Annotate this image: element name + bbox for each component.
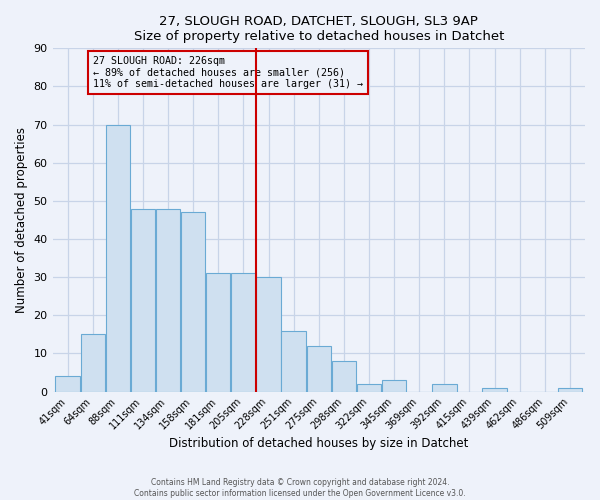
Bar <box>206 274 230 392</box>
Bar <box>106 124 130 392</box>
Bar <box>80 334 105 392</box>
Text: 27 SLOUGH ROAD: 226sqm
← 89% of detached houses are smaller (256)
11% of semi-de: 27 SLOUGH ROAD: 226sqm ← 89% of detached… <box>93 56 363 89</box>
Y-axis label: Number of detached properties: Number of detached properties <box>15 127 28 313</box>
Bar <box>55 376 80 392</box>
Bar <box>181 212 205 392</box>
Title: 27, SLOUGH ROAD, DATCHET, SLOUGH, SL3 9AP
Size of property relative to detached : 27, SLOUGH ROAD, DATCHET, SLOUGH, SL3 9A… <box>134 15 504 43</box>
Bar <box>256 277 281 392</box>
Bar <box>156 208 180 392</box>
Bar <box>231 274 256 392</box>
Bar <box>432 384 457 392</box>
Bar <box>131 208 155 392</box>
Bar <box>382 380 406 392</box>
Bar <box>482 388 507 392</box>
Bar <box>307 346 331 392</box>
Bar <box>281 330 306 392</box>
Text: Contains HM Land Registry data © Crown copyright and database right 2024.
Contai: Contains HM Land Registry data © Crown c… <box>134 478 466 498</box>
Bar <box>558 388 582 392</box>
Bar <box>332 361 356 392</box>
X-axis label: Distribution of detached houses by size in Datchet: Distribution of detached houses by size … <box>169 437 469 450</box>
Bar <box>357 384 381 392</box>
